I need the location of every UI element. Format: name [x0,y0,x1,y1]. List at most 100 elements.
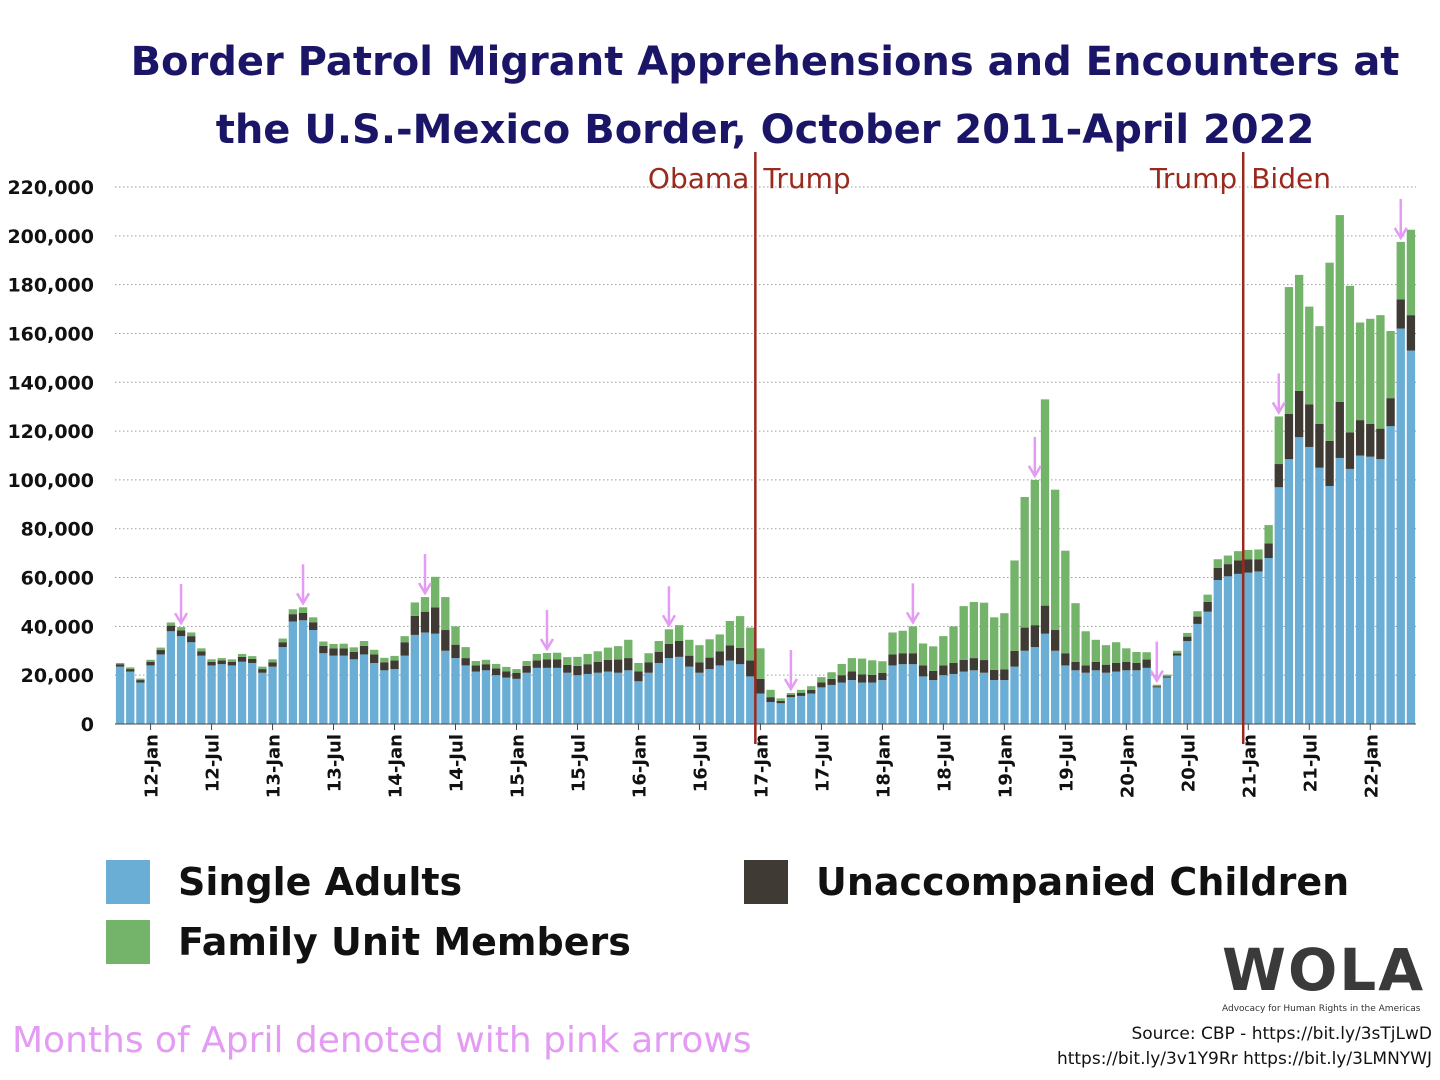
x-tick-label: 14-Jul [446,734,467,792]
bar-family-units [329,643,338,649]
bar-family-units [857,658,867,675]
bar-family-units [1254,549,1263,560]
bar-unaccompanied [431,607,440,634]
bar-unaccompanied [1203,601,1212,612]
bar-unaccompanied [237,656,247,662]
bar-single-adults [857,682,867,724]
april-arrow-head [1393,227,1408,241]
april-arrow-head [1149,670,1164,684]
bar-unaccompanied [1040,605,1050,634]
bar-single-adults [1111,671,1121,724]
bar-unaccompanied [1376,428,1385,460]
bar-unaccompanied [878,672,887,681]
x-tick-label: 12-Jul [203,734,224,792]
bar-family-units [461,647,470,659]
bar-family-units [959,606,968,660]
bar-unaccompanied [959,659,968,672]
bar-family-units [370,649,379,655]
bar-family-units [207,659,216,662]
bar-family-units [1264,525,1273,544]
bar-unaccompanied [176,630,186,637]
bar-unaccompanied [461,658,470,666]
bar-single-adults [1183,641,1192,724]
bar-family-units [390,655,399,661]
bar-unaccompanied [888,654,897,666]
bar-family-units [1193,611,1202,617]
bar-family-units [603,647,613,660]
bar-single-adults [573,675,582,724]
bar-family-units [1020,496,1029,628]
bar-single-adults [1264,558,1273,724]
bar-unaccompanied [766,697,775,703]
bar-family-units [746,627,755,661]
x-tick-label: 21-Jul [1300,734,1321,792]
bar-single-adults [339,655,348,724]
bar-single-adults [1366,456,1375,724]
era-label-right: Biden [1251,162,1331,195]
bar-single-adults [309,630,318,724]
bar-unaccompanied [634,671,643,682]
bar-single-adults [1213,579,1222,724]
bar-unaccompanied [664,643,674,659]
y-tick-label: 20,000 [21,665,94,687]
bar-unaccompanied [1244,559,1253,573]
bar-single-adults [441,650,450,724]
bar-single-adults [1132,670,1141,724]
bar-unaccompanied [949,662,958,674]
bar-unaccompanied [1030,625,1040,648]
bar-family-units [136,678,145,681]
bar-single-adults [451,658,460,724]
bar-single-adults [807,693,816,724]
bar-family-units [1366,318,1375,424]
bar-single-adults [1061,665,1070,724]
bar-unaccompanied [1396,299,1405,329]
bar-unaccompanied [197,651,206,656]
bar-single-adults [1081,672,1090,724]
bar-single-adults [918,676,928,724]
bar-unaccompanied [898,653,907,665]
bar-single-adults [939,675,948,724]
bar-family-units [1030,479,1040,626]
bar-unaccompanied [339,648,348,656]
axes: 0 20,000 40,000 60,000 80,000 100,000 120,000 1… [7,177,1416,798]
bar-single-adults [1376,459,1385,724]
bar-unaccompanied [827,678,836,685]
bar-family-units [258,666,267,670]
bar-family-units [278,638,287,643]
bar-unaccompanied [1193,616,1202,624]
april-arrow-head [295,592,311,606]
bar-unaccompanied [776,700,785,704]
y-tick-label: 0 [81,714,94,736]
bar-family-units [1051,489,1060,631]
bar-single-adults [1142,667,1151,724]
bar-unaccompanied [918,665,928,677]
bar-single-adults [644,672,653,724]
bar-family-units [796,689,806,693]
bar-family-units [1335,215,1344,402]
bar-family-units [187,632,196,637]
bar-unaccompanied [258,669,267,673]
bar-single-adults [756,693,765,724]
bar-unaccompanied [868,674,877,683]
bar-unaccompanied [1284,414,1294,460]
bar-unaccompanied [1162,676,1172,678]
bar-unaccompanied [1366,423,1375,457]
bar-unaccompanied [807,689,816,694]
bar-single-adults [1162,677,1172,724]
bar-family-units [939,636,948,666]
x-tick-label: 19-Jan [995,734,1016,798]
bar-unaccompanied [1111,662,1121,672]
bar-single-adults [522,672,531,724]
bar-unaccompanied [624,658,633,671]
bar-single-adults [329,655,338,724]
bar-single-adults [624,670,633,724]
bar-single-adults [176,636,186,724]
bar-single-adults [115,666,125,724]
bar-unaccompanied [756,678,765,694]
bar-family-units [1203,594,1212,602]
bar-family-units [1294,274,1304,391]
bar-family-units [573,656,582,666]
bar-single-adults [725,660,735,724]
bar-family-units [1274,416,1283,465]
bar-family-units [1172,650,1182,654]
